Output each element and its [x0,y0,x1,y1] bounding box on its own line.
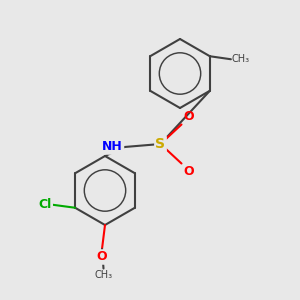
Text: Cl: Cl [38,198,52,211]
Text: NH: NH [102,140,123,154]
Text: O: O [183,165,194,178]
Text: O: O [183,110,194,123]
Text: O: O [97,250,107,263]
Text: CH₃: CH₃ [232,54,250,64]
Text: CH₃: CH₃ [94,270,112,280]
Text: S: S [155,137,166,151]
